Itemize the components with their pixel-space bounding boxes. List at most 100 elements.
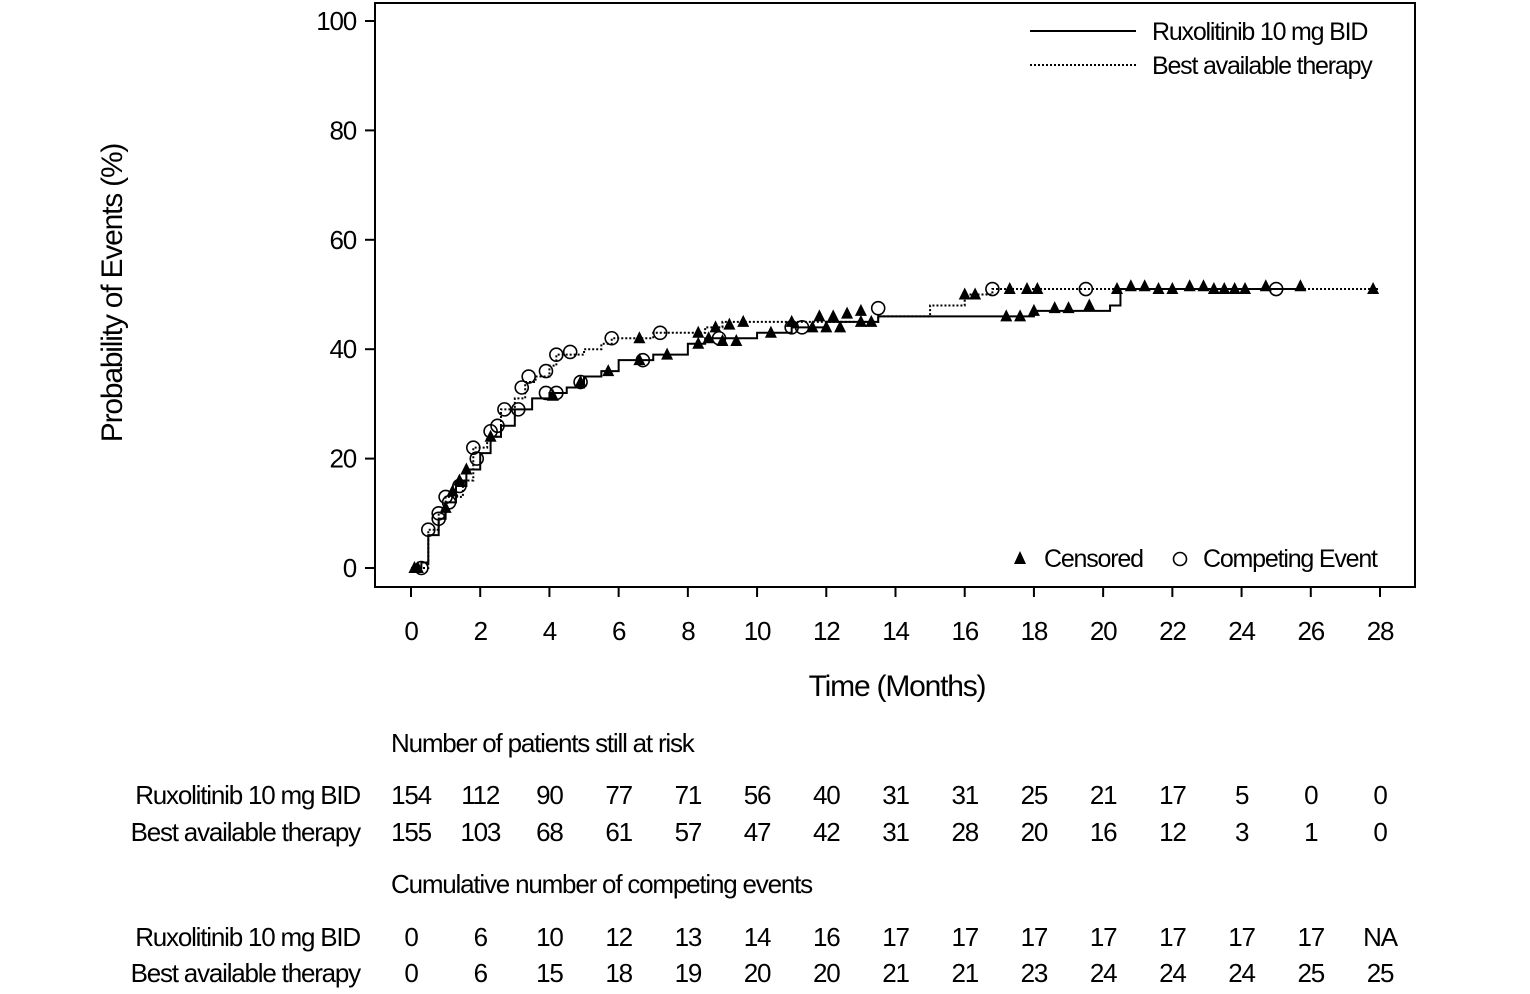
risk-cell: 112 [461,780,500,810]
competing-cell: 17 [882,922,909,952]
risk-cell: 56 [744,780,771,810]
competing-cell: 18 [605,958,632,988]
x-tick-label: 12 [813,616,840,646]
competing-cell: 16 [813,922,840,952]
competing-cell: 19 [675,958,702,988]
competing-event-marker [521,369,536,384]
legend-competing-label: Competing Event [1203,545,1378,573]
competing-event-marker [549,347,564,362]
censored-marker [1166,282,1179,295]
legend-markers: Censored Competing Event [1014,545,1379,573]
competing-event-marker [870,300,886,316]
competing-row-label: Ruxolitinib 10 mg BID [135,922,360,952]
censored-marker [1083,298,1096,311]
risk-cell: 154 [391,780,432,810]
competing-cell: 10 [536,922,563,952]
censored-marker [408,561,421,573]
censored-marker [1218,282,1231,295]
censored-marker [1048,301,1061,314]
censored-marker [702,331,715,344]
competing-cell: 13 [675,922,702,952]
y-tick-label: 20 [329,444,356,474]
competing-cell: NA [1363,922,1399,952]
competing-event-marker [431,505,446,521]
risk-row-label: Best available therapy [131,817,362,847]
x-tick-label: 4 [543,616,557,646]
competing-cell: 25 [1367,958,1394,988]
censored-marker [1259,279,1272,292]
competing-cell: 21 [951,958,978,988]
competing-cell: 25 [1298,958,1325,988]
risk-cell: 0 [1373,780,1387,810]
censored-marker [633,331,646,344]
competing-event-marker [497,402,512,417]
risk-cell: 5 [1235,780,1249,810]
risk-cell: 42 [813,817,840,847]
risk-cell: 40 [813,780,840,810]
x-tick-label: 26 [1298,616,1325,646]
competing-cell: 6 [474,922,488,952]
x-tick-label: 2 [474,616,488,646]
censored-marker [1207,282,1220,295]
competing-cell: 15 [536,958,563,988]
x-tick-label: 8 [681,616,695,646]
x-tick-label: 16 [951,616,978,646]
censored-marker [730,333,743,346]
x-tick-label: 24 [1228,616,1255,646]
ruxolitinib-curve [411,288,1301,569]
risk-cell: 28 [951,817,978,847]
competing-event-marker [514,380,530,395]
legend-censored-label: Censored [1044,545,1143,573]
risk-cell: 47 [744,817,771,847]
competing-cell: 17 [1090,922,1117,952]
competing-cell: 14 [744,922,771,952]
competing-cell: 21 [882,958,909,988]
x-tick-label: 28 [1367,616,1394,646]
censored-marker [446,484,459,497]
risk-cell: 0 [1304,780,1318,810]
competing-event-marker [562,344,578,360]
competing-event-marker [604,330,620,346]
censored-marker [1000,309,1013,322]
y-tick-label: 80 [329,115,356,145]
censored-marker [716,333,729,346]
x-tick-label: 0 [404,616,418,646]
risk-cell: 77 [605,780,632,810]
x-axis-label: Time (Months) [809,670,986,703]
risk-cell: 68 [536,817,563,847]
censored-marker [827,309,840,322]
censored-marker [865,314,878,327]
censored-marker [820,320,833,333]
risk-cell: 0 [1373,817,1387,847]
censored-marker [1152,282,1165,295]
censored-marker [1021,282,1034,295]
competing-cell: 24 [1090,958,1117,988]
censored-marker [460,462,473,475]
censored-marker [602,364,615,377]
competing-cell: 17 [1021,922,1048,952]
risk-cell: 103 [460,817,501,847]
censored-marker [1003,282,1016,295]
censored-marker [1027,303,1040,316]
y-tick-label: 100 [316,6,357,36]
competing-cell: 23 [1021,958,1048,988]
x-tick-label: 20 [1090,616,1117,646]
censored-marker [1367,282,1380,295]
censored-marker [854,314,867,327]
risk-row-label: Ruxolitinib 10 mg BID [135,780,360,810]
y-tick-label: 40 [329,334,356,364]
risk-cell: 20 [1021,817,1048,847]
censored-marker [1228,282,1241,295]
censored-marker [1183,279,1196,292]
competing-event-marker [573,374,588,390]
censored-marker [1239,282,1252,295]
x-tick-label: 22 [1159,616,1186,646]
competing-event-marker [985,281,1000,297]
x-tick-label: 14 [882,616,909,646]
risk-cell: 57 [675,817,702,847]
risk-cell: 21 [1090,780,1117,810]
risk-cell: 31 [882,817,909,847]
censored-marker [439,500,452,513]
censored-marker [692,325,705,338]
